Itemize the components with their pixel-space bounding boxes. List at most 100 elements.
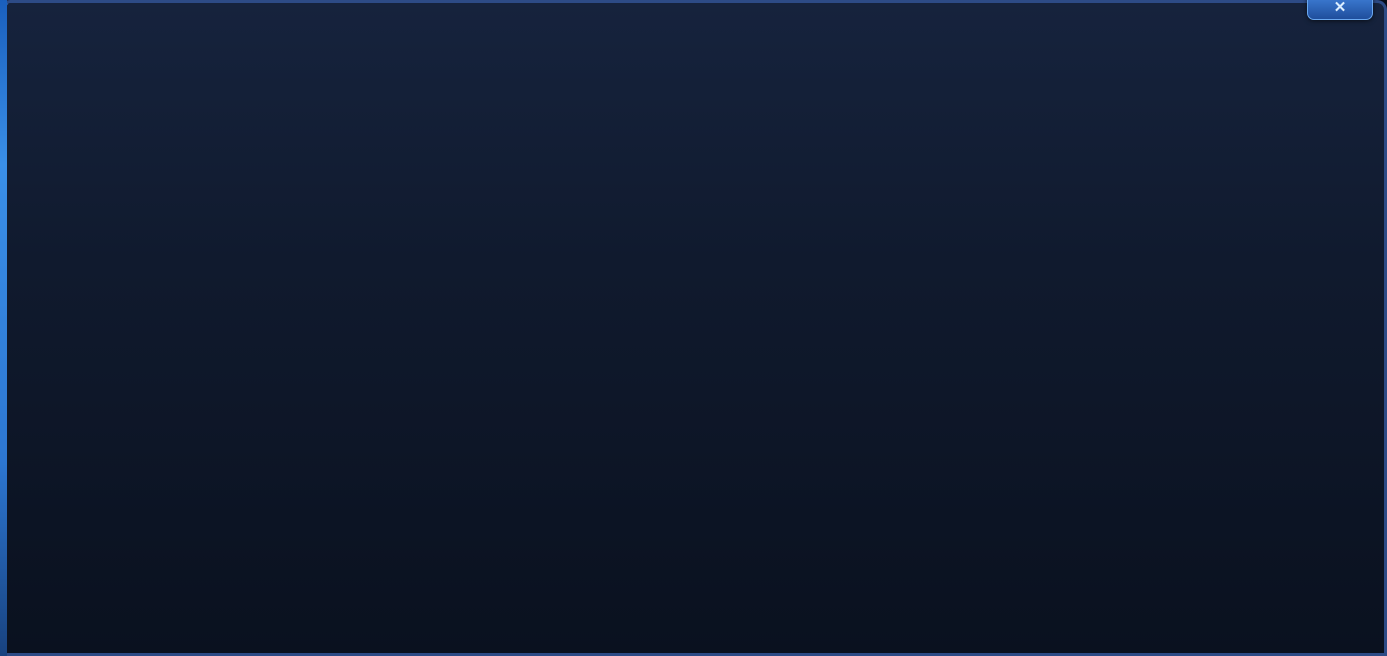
achievement-points: 890 xyxy=(1232,54,1339,92)
cell-wins: 45 xyxy=(824,335,844,353)
race-report-table: Protoss Games Played Wins Losses Ties Wi… xyxy=(376,172,1363,656)
cell-win-pct: 0% xyxy=(1272,536,1297,554)
window-content: LADDERS Race Report Map Report xyxy=(12,12,1375,656)
cell-losses: 1 xyxy=(979,536,990,554)
gear-icon[interactable] xyxy=(600,65,617,82)
sidebar: LADDERS Race Report Map Report xyxy=(12,12,365,656)
chevron-down-icon: ▼ xyxy=(1332,138,1346,154)
cell-wins: 0 xyxy=(829,459,840,477)
page-title-label: LADDERS xyxy=(103,34,220,57)
profile-banner-art[interactable]: 890 xyxy=(478,26,1363,120)
cell-games-played: 0 xyxy=(679,495,689,513)
table-row-total[interactable]: Vs All 69 45 24 0 65% xyxy=(379,321,1360,366)
back-button[interactable] xyxy=(25,26,75,66)
expansion-dropdown[interactable]: Heart of the Swarm ▼ xyxy=(1126,128,1359,164)
cell-games-played: 0 xyxy=(679,423,689,441)
cell-losses: 0 xyxy=(979,423,990,441)
table-row[interactable]: Vs Protoss 31 18 13 0 58% xyxy=(379,213,1360,249)
section-title-zerg: Zerg xyxy=(396,582,438,602)
cell-win-pct: 58% xyxy=(1268,222,1302,240)
mode-dropdown-value: 1V1 Ranked xyxy=(455,137,547,154)
cell-wins: 6 xyxy=(829,294,840,312)
sidebar-item-race-report[interactable]: Race Report xyxy=(25,76,351,123)
cell-win-pct: 65% xyxy=(1268,335,1302,353)
column-header-games-played: Games Played xyxy=(628,181,740,199)
avatar[interactable]: 27 xyxy=(376,26,470,120)
mode-label: Mode: xyxy=(380,136,430,155)
cell-wins: 0 xyxy=(829,495,840,513)
cell-wins: 21 xyxy=(824,258,844,276)
cell-ties: 0 xyxy=(1129,294,1140,312)
close-button[interactable]: ✕ xyxy=(1307,0,1373,20)
row-label: Vs Zerg xyxy=(398,294,453,312)
table-row[interactable]: Vs Zerg 13 6 7 0 46% xyxy=(379,285,1360,321)
cell-games-played: 13 xyxy=(674,294,694,312)
avatar-goatee xyxy=(417,93,429,103)
mode-dropdown[interactable]: 1V1 Ranked ▼ xyxy=(440,128,647,164)
cell-losses: 4 xyxy=(979,258,990,276)
chevron-down-icon: ▼ xyxy=(959,138,973,154)
row-label: Vs All xyxy=(398,335,438,353)
table-column-header: Protoss Games Played Wins Losses Ties Wi… xyxy=(378,172,1361,209)
cell-losses: 7 xyxy=(979,294,990,312)
season-dropdown-value: Current Season xyxy=(792,137,909,154)
season-dropdown[interactable]: Current Season ▼ xyxy=(777,128,986,164)
cell-win-pct: 0% xyxy=(1272,459,1297,477)
cell-ties: 0 xyxy=(1129,459,1140,477)
sidebar-item-label: Race Report xyxy=(48,89,148,109)
table-row[interactable]: Vs Terran 25 21 4 0 84% xyxy=(379,249,1360,285)
cell-win-pct: 0% xyxy=(1272,495,1297,513)
avatar-headset-right xyxy=(446,64,458,86)
cell-games-played: 1 xyxy=(679,536,689,554)
section-title-protoss: Protoss xyxy=(396,180,465,200)
cell-win-pct: 84% xyxy=(1268,258,1302,276)
section-header-zerg: Zerg xyxy=(378,574,1361,611)
cell-ties: 0 xyxy=(1129,536,1140,554)
cell-ties: 0 xyxy=(1129,258,1140,276)
player-name xyxy=(500,62,588,84)
sidebar-item-map-report[interactable]: Map Report xyxy=(25,132,351,179)
row-label: Vs Protoss xyxy=(398,423,474,441)
profile-banner: 27 xyxy=(376,26,1363,120)
column-header-losses: Losses xyxy=(957,181,1012,199)
cell-games-played: 25 xyxy=(674,258,694,276)
row-label: Vs Zerg xyxy=(398,495,453,513)
cell-wins: 0 xyxy=(829,536,840,554)
protoss-rows: Vs Protoss 31 18 13 0 58% Vs Terran 25 2… xyxy=(378,211,1361,367)
sidebar-top-bar: LADDERS xyxy=(12,12,364,66)
player-identity xyxy=(500,62,617,84)
expansion-dropdown-value: Heart of the Swarm xyxy=(1141,137,1285,154)
cell-games-played: 31 xyxy=(674,222,694,240)
chevron-down-icon: ▼ xyxy=(620,138,634,154)
level-badge: 27 xyxy=(379,96,412,117)
achievement-points-value: 890 xyxy=(1280,54,1339,91)
cell-losses: 1 xyxy=(979,459,990,477)
table-row[interactable]: Vs Zerg 0 0 0 0 0% xyxy=(379,486,1360,522)
avatar-headset-left xyxy=(388,64,400,86)
table-row[interactable]: Vs Terran 1 0 1 0 0% xyxy=(379,450,1360,486)
cell-wins: 0 xyxy=(829,423,840,441)
cell-losses: 0 xyxy=(979,495,990,513)
main-panel: 27 xyxy=(365,12,1375,656)
window-left-edge xyxy=(0,0,7,656)
section-title-terran: Terran xyxy=(396,381,454,401)
avatar-cap-brim xyxy=(388,57,458,65)
terran-rows: Vs Protoss 0 0 0 0 0% Vs Terran 1 0 1 0 … xyxy=(378,412,1361,568)
cell-ties: 0 xyxy=(1129,495,1140,513)
cell-win-pct: 46% xyxy=(1268,294,1302,312)
table-row-total[interactable]: Vs All 1 0 1 0 0% xyxy=(379,522,1360,567)
filter-bar: Mode: 1V1 Ranked ▼ Season: Current Seaso… xyxy=(376,120,1363,172)
table-row[interactable]: Vs Protoss 0 0 0 0 0% xyxy=(379,414,1360,450)
column-header-ties: Ties xyxy=(1118,181,1151,199)
cell-win-pct: 0% xyxy=(1272,423,1297,441)
row-label: Vs Terran xyxy=(398,459,465,477)
sidebar-nav: Race Report Map Report xyxy=(12,66,364,179)
row-label: Vs Protoss xyxy=(398,222,474,240)
row-label: Vs Terran xyxy=(398,258,465,276)
season-label: Season: xyxy=(701,136,767,155)
cell-ties: 0 xyxy=(1129,335,1140,353)
cell-ties: 0 xyxy=(1129,423,1140,441)
cell-wins: 18 xyxy=(824,222,844,240)
cell-games-played: 1 xyxy=(679,459,689,477)
